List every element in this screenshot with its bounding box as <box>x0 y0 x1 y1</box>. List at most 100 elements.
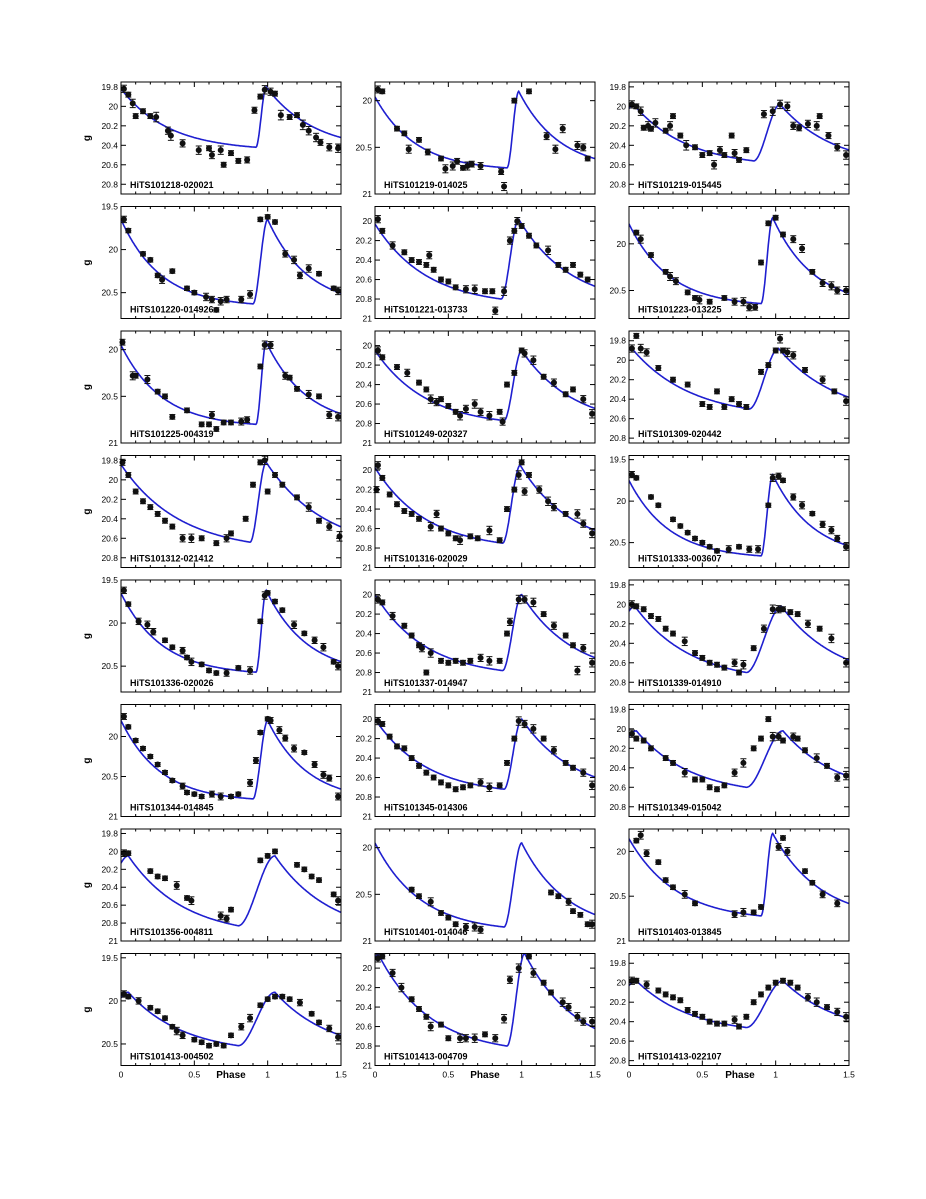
data-marker <box>386 733 393 740</box>
data-point <box>584 276 591 283</box>
data-marker <box>267 342 274 348</box>
data-marker <box>714 661 720 668</box>
data-marker <box>184 285 190 292</box>
data-point <box>802 868 808 875</box>
data-point <box>427 648 434 658</box>
data-point <box>540 373 547 380</box>
data-marker <box>731 298 738 305</box>
data-marker <box>132 372 139 379</box>
data-point <box>736 543 742 550</box>
data-point <box>132 488 139 495</box>
data-point <box>574 509 581 519</box>
data-marker <box>438 276 444 283</box>
data-marker <box>468 161 475 168</box>
data-marker <box>589 921 596 928</box>
data-marker <box>423 1013 430 1020</box>
data-point <box>279 607 286 614</box>
data-marker <box>335 793 342 800</box>
data-marker <box>521 720 528 727</box>
data-point <box>565 897 572 906</box>
data-point <box>179 1031 186 1040</box>
data-marker <box>296 272 303 279</box>
data-marker <box>154 510 161 517</box>
y-tick-label: 20.5 <box>355 142 372 152</box>
data-marker <box>667 122 674 129</box>
data-marker <box>499 418 506 425</box>
data-marker <box>589 782 596 789</box>
data-marker <box>132 488 139 495</box>
data-marker <box>521 350 528 357</box>
data-point <box>401 508 408 515</box>
y-tick-label: 20.2 <box>355 360 372 370</box>
data-point <box>423 669 430 676</box>
data-point <box>486 782 493 792</box>
data-marker <box>267 717 274 724</box>
data-marker <box>264 213 271 220</box>
data-marker <box>750 745 757 752</box>
data-point <box>504 759 510 766</box>
data-marker <box>540 735 547 742</box>
data-marker <box>316 393 322 400</box>
data-marker <box>445 530 452 537</box>
data-marker <box>514 218 521 225</box>
y-tick-label: 20.4 <box>355 629 372 639</box>
data-marker <box>188 897 195 904</box>
data-point <box>203 292 210 302</box>
data-point <box>721 1020 728 1027</box>
data-marker <box>188 658 195 665</box>
data-point <box>750 645 757 652</box>
data-marker <box>394 501 400 508</box>
data-marker <box>389 242 396 249</box>
data-point <box>313 132 320 143</box>
y-tick-label: 21 <box>363 438 373 448</box>
data-point <box>699 776 706 783</box>
data-marker <box>790 122 797 129</box>
data-marker <box>681 638 688 645</box>
y-tick-label: 20 <box>109 345 119 355</box>
data-marker <box>257 216 264 223</box>
data-marker <box>427 898 434 905</box>
y-tick-label: 20 <box>109 846 119 856</box>
data-marker <box>206 667 212 674</box>
data-point <box>282 250 289 258</box>
data-point <box>247 666 254 675</box>
data-marker <box>167 132 174 139</box>
data-point <box>628 344 635 353</box>
y-tick-label: 20.6 <box>355 524 372 534</box>
data-point <box>471 399 478 409</box>
data-point <box>496 537 503 544</box>
data-marker <box>714 1020 720 1027</box>
y-tick-label: 20.5 <box>101 772 118 782</box>
data-point <box>264 213 271 220</box>
data-point <box>277 109 284 121</box>
y-tick-label: 20.4 <box>355 1002 372 1012</box>
model-curve-line <box>121 991 341 1047</box>
data-point <box>326 774 333 782</box>
data-point <box>496 657 503 664</box>
data-point <box>772 214 779 221</box>
data-point <box>228 530 234 537</box>
data-point <box>637 343 644 354</box>
data-point <box>159 275 166 284</box>
data-marker <box>162 637 168 644</box>
data-marker <box>559 999 566 1006</box>
data-marker <box>308 873 315 880</box>
data-point <box>217 145 224 155</box>
data-marker <box>386 491 393 498</box>
data-point <box>696 295 703 305</box>
data-point <box>765 716 772 723</box>
panel-frame <box>120 81 342 195</box>
data-point <box>637 234 644 244</box>
panel-label: HiTS101413-022107 <box>638 1052 722 1062</box>
data-marker <box>379 599 386 606</box>
data-point <box>235 157 242 164</box>
data-point <box>296 998 303 1007</box>
data-marker <box>125 723 132 730</box>
data-marker <box>169 777 176 784</box>
data-point <box>584 921 591 928</box>
data-point <box>721 403 728 410</box>
data-marker <box>736 669 742 676</box>
data-point <box>721 152 728 159</box>
data-marker <box>394 364 400 371</box>
data-marker <box>416 515 422 522</box>
